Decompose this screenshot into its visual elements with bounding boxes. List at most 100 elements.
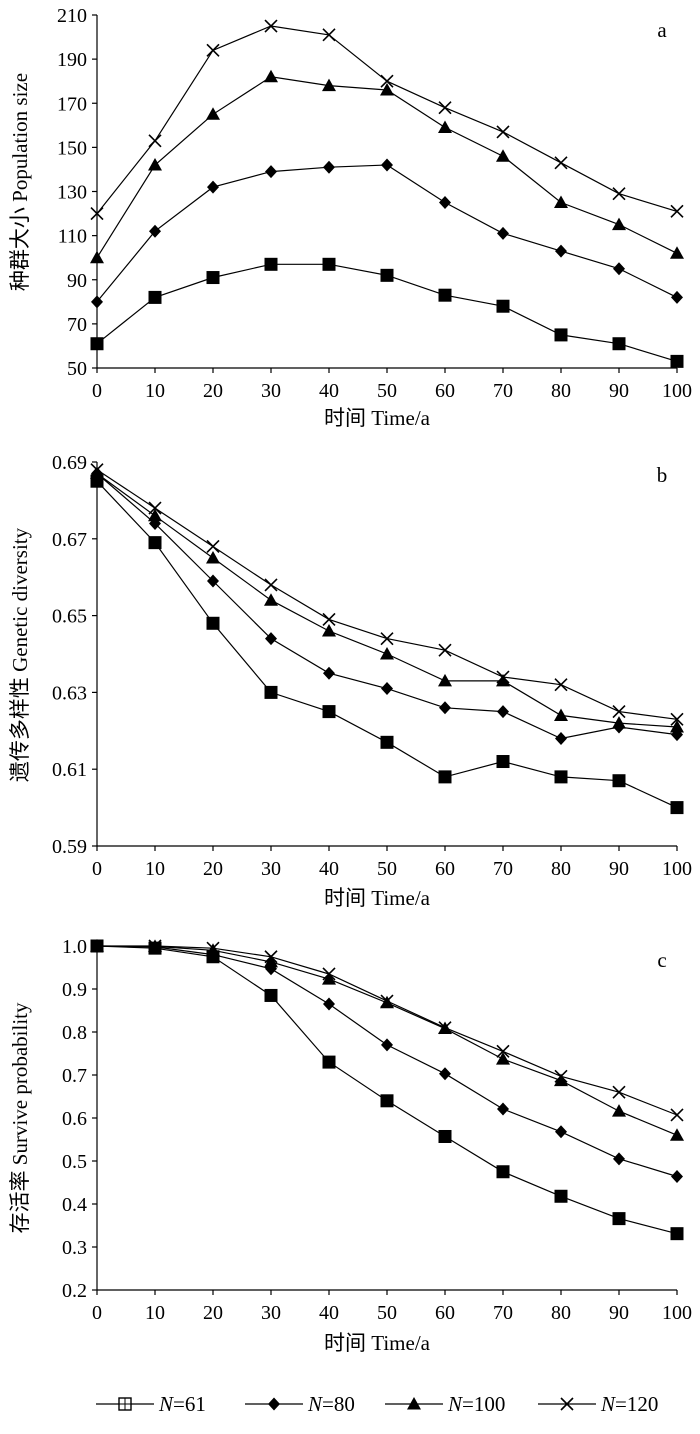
data-point-triangle: [206, 551, 220, 564]
x-axis-title: 时间 Time/a: [324, 1331, 431, 1355]
data-point-cross: [206, 43, 220, 57]
chart-panel-a: 50 70 90 110 130 150 170 190 210 0 10 20 30 40 50 60 70 8…: [8, 5, 692, 430]
legend-marker-triangle: [407, 1397, 421, 1410]
data-point-triangle: [554, 708, 568, 721]
chart-panel-b: 0.59 0.61 0.63 0.65 0.67 0.69 0 10 20 30 40 50 60 70 8…: [8, 452, 692, 910]
x-tick-label: 30: [261, 1302, 281, 1324]
x-tick-label: 20: [203, 380, 223, 402]
data-point-square: [264, 685, 278, 699]
data-point-square: [438, 1129, 452, 1143]
data-point-cross: [206, 539, 220, 554]
data-point-diamond: [323, 160, 335, 174]
data-point-triangle: [380, 83, 394, 96]
data-point-triangle: [438, 120, 452, 134]
data-point-triangle: [148, 508, 162, 522]
data-point-square: [612, 774, 626, 788]
legend-label-italic: N: [447, 1392, 463, 1416]
data-point-cross: [90, 206, 104, 221]
y-tick-label: 0.6: [62, 1108, 87, 1130]
data-point-triangle: [496, 149, 510, 162]
legend-label-italic: N: [158, 1392, 174, 1416]
x-tick-label: 60: [435, 858, 455, 880]
data-point-triangle: [496, 1052, 510, 1065]
data-point-cross: [148, 501, 162, 515]
data-point-cross: [670, 712, 684, 726]
data-point-cross: [322, 967, 336, 981]
data-point-square: [380, 1094, 394, 1108]
data-point-diamond: [497, 226, 509, 240]
data-point-cross: [670, 1108, 684, 1122]
y-tick-label: 0.65: [52, 606, 87, 628]
y-tick-label: 110: [58, 226, 87, 248]
x-tick-label: 30: [261, 380, 281, 402]
data-point-square: [496, 1165, 510, 1179]
legend-marker-cross: [560, 1397, 574, 1411]
data-point-diamond: [613, 1152, 625, 1166]
y-tick-label: 0.4: [62, 1194, 87, 1216]
data-point-square: [438, 288, 452, 302]
legend-label: N=61: [158, 1392, 206, 1416]
data-point-cross: [554, 1069, 568, 1083]
data-point-square: [496, 755, 510, 769]
data-point-diamond: [207, 180, 219, 194]
y-tick-label: 0.67: [52, 529, 87, 551]
x-tick-label: 80: [551, 380, 571, 402]
data-point-cross: [380, 994, 394, 1008]
data-point-cross: [496, 1044, 510, 1058]
data-point-square: [670, 354, 684, 368]
data-point-cross: [90, 463, 104, 477]
data-point-square: [264, 257, 278, 271]
y-tick-label: 0.69: [52, 452, 87, 474]
x-tick-label: 0: [92, 380, 102, 402]
series-N-61: [90, 939, 684, 1241]
series-N-80: [91, 158, 683, 309]
data-point-square: [554, 770, 568, 784]
x-axis-title: 时间 Time/a: [324, 886, 431, 910]
y-tick-label: 0.61: [52, 759, 87, 781]
data-point-cross: [322, 612, 336, 627]
y-axis-title: 遗传多样性 Genetic diversity: [8, 527, 32, 782]
data-point-triangle: [612, 716, 626, 729]
data-point-triangle: [90, 250, 104, 264]
series-N-80: [91, 467, 683, 745]
data-point-cross: [264, 19, 278, 33]
series-N-120: [90, 463, 684, 726]
data-point-diamond: [439, 1067, 451, 1081]
legend-label-rest: =61: [173, 1392, 206, 1416]
data-point-square: [496, 299, 510, 313]
data-point-triangle: [670, 719, 684, 733]
data-point-cross: [438, 1021, 452, 1035]
y-axis-title: 存活率 Survive probability: [8, 1002, 32, 1233]
data-point-cross: [438, 101, 452, 115]
data-point-cross: [148, 939, 162, 953]
series-N-61: [90, 257, 684, 368]
data-point-diamond: [91, 295, 103, 309]
legend-label: N=80: [307, 1392, 355, 1416]
x-tick-label: 10: [145, 380, 165, 402]
x-tick-label: 100: [662, 858, 692, 880]
data-point-cross: [206, 941, 220, 955]
x-tick-label: 10: [145, 858, 165, 880]
series-line: [96, 469, 678, 720]
y-tick-label: 0.9: [62, 979, 87, 1001]
data-point-square: [554, 1189, 568, 1203]
legend-label-italic: N: [307, 1392, 323, 1416]
x-tick-label: 40: [319, 858, 339, 880]
data-point-diamond: [381, 158, 393, 172]
series-N-120: [90, 19, 684, 221]
data-point-cross: [438, 643, 452, 657]
legend-label-rest: =80: [322, 1392, 355, 1416]
data-point-square: [554, 328, 568, 342]
data-point-diamond: [207, 574, 219, 588]
data-point-triangle: [90, 466, 104, 480]
data-point-square: [206, 616, 220, 630]
x-tick-label: 0: [92, 1302, 102, 1324]
y-tick-label: 130: [57, 182, 87, 204]
y-axis-title: 种群大小 Population size: [8, 73, 32, 291]
x-tick-label: 10: [145, 1302, 165, 1324]
y-tick-label: 190: [57, 49, 87, 71]
data-point-triangle: [438, 673, 452, 687]
legend-item: N=80: [245, 1392, 355, 1416]
data-point-square: [612, 337, 626, 351]
legend-label-rest: =120: [615, 1392, 658, 1416]
